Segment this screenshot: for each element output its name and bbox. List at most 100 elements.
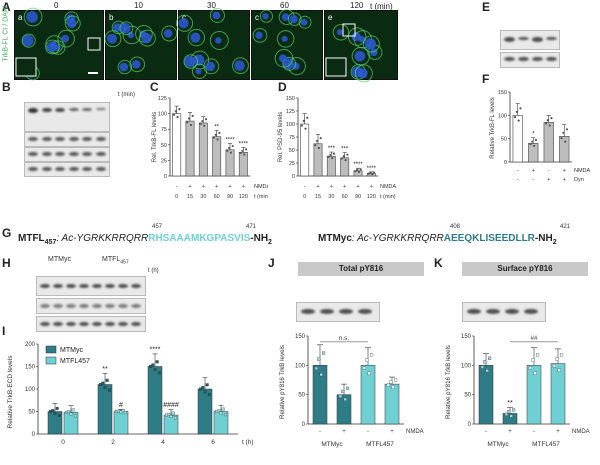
band [66,304,76,308]
frame-letter: b [109,13,114,22]
data-point [219,411,223,415]
band [92,322,102,326]
frame-time-10: 10 [134,1,143,10]
data-point [57,414,61,417]
data-point [221,407,225,411]
data-point [513,115,517,119]
band [79,284,89,288]
x-group-label: MTFL457 [532,441,560,448]
nmda-flag: + [215,184,218,190]
time-label-caption: t (min) [380,194,396,200]
peptide-start-index: 408 [450,224,461,230]
peptide-prefix: : Ac-YGRKKRRQRR [56,233,149,244]
bar [172,113,182,177]
nmda-flag: - [176,184,178,190]
data-point [103,385,107,389]
time-label: 120 [239,194,248,200]
nmda-flag: + [228,184,231,190]
panel-h-blot-trkb-fl [36,298,146,314]
data-point [153,368,157,372]
band [532,57,543,61]
data-point [564,140,567,143]
band [524,309,538,314]
y-tick-label: 25 [161,158,167,164]
y-tick-label: 125 [286,109,295,115]
data-point [357,170,360,174]
band [92,304,102,308]
data-point [201,386,205,390]
band [55,152,65,156]
data-point [367,172,370,175]
data-point [386,383,390,387]
data-point [332,152,336,155]
data-point [389,380,393,384]
bar [97,384,113,435]
peptide-suffix: -NH [534,233,553,244]
time-label: 15 [315,194,321,200]
nmda-flag: - [485,429,487,435]
panel-label-e: E [482,0,491,14]
data-point [512,408,516,412]
data-point [214,133,217,136]
y-tick-label: 75 [161,127,167,133]
significance-mark: **** [239,141,249,147]
group-name: MTFL [102,256,121,263]
band [546,57,557,61]
band [504,57,515,61]
panel-j-title: Total pY816 [298,262,424,276]
significance-mark: **** [225,138,235,144]
data-point [546,119,549,122]
dyn-flag: + [563,177,566,183]
significance-mark: ** [214,124,219,130]
bar [225,149,235,177]
bar [526,365,542,425]
band [505,309,519,314]
x-tick-label: 0 [61,439,65,446]
bar [559,136,570,163]
nmda-flag: + [188,184,191,190]
data-point [560,136,563,140]
time-label: 60 [214,194,220,200]
legend-swatch [45,345,57,354]
panel-h-group1: MTMyc [48,256,71,263]
data-point [317,357,321,361]
chart-k: 0 50 100 150 Relative pY816 TrkB levels - + - + N… [445,334,590,448]
significance-mark: ** [507,400,513,407]
data-point [550,117,553,120]
band [320,309,334,314]
y-tick-label: 150 [295,334,306,340]
peptide-suffix: -NH [250,233,269,244]
nmda-flag: + [343,184,346,190]
band [105,304,115,308]
band [40,322,50,326]
nmda-flag: + [330,184,333,190]
y-tick-label: 200 [25,342,36,348]
data-point [173,416,177,420]
panel-e-blot-nse [500,52,560,68]
data-point [488,356,492,360]
data-point [149,365,153,368]
data-point [338,394,342,398]
data-point [354,170,357,173]
data-point [504,412,508,416]
data-point [362,366,366,370]
y-tick-label: 50 [28,410,35,416]
panel-b-blot-trkb [24,102,110,132]
panel-label-i: I [2,324,6,338]
data-point [67,410,71,414]
data-point [217,409,221,413]
significance-mark: *** [341,147,349,153]
band [82,137,92,141]
band [40,304,50,308]
band [41,167,52,171]
data-point [317,146,320,150]
band [68,137,79,141]
significance-mark: **** [367,166,377,172]
data-point [204,118,208,121]
data-point [101,381,105,385]
bar [326,155,336,177]
band [467,309,481,314]
y-tick-label: 150 [286,96,295,102]
data-point [485,369,489,373]
band [82,167,92,171]
